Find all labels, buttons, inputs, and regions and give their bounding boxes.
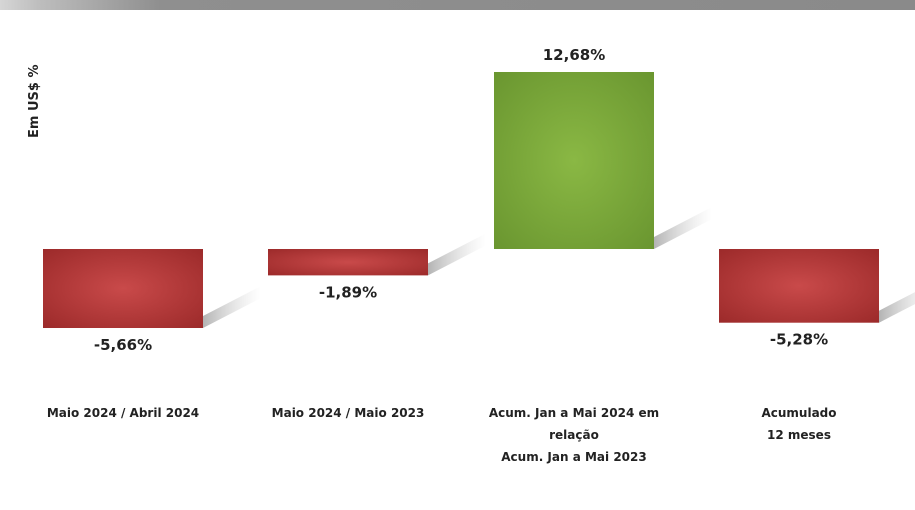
bar-value-label: -1,89% (319, 283, 377, 301)
category-label: Acum. Jan a Mai 2024 em (489, 406, 659, 420)
bar-2 (268, 249, 428, 276)
bar-3 (494, 72, 654, 249)
bar-shadow (879, 292, 915, 323)
category-label: Maio 2024 / Abril 2024 (47, 406, 199, 420)
bar-shadow (654, 207, 712, 249)
category-label: relação (549, 428, 599, 442)
category-label: Acum. Jan a Mai 2023 (501, 450, 646, 464)
bar-value-label: -5,28% (770, 331, 828, 349)
bar-value-label: 12,68% (543, 46, 605, 64)
bar-value-label: -5,66% (94, 336, 152, 354)
bar-1 (43, 249, 203, 329)
y-axis-label: Em US$ % (27, 65, 42, 138)
top-decorative-bar (0, 0, 915, 10)
category-label: 12 meses (767, 428, 831, 442)
category-label: Maio 2024 / Maio 2023 (272, 406, 425, 420)
bar-shadow (428, 233, 486, 276)
bar-4 (719, 249, 879, 323)
category-label: Acumulado (761, 406, 836, 420)
bar-shadow (203, 286, 261, 329)
